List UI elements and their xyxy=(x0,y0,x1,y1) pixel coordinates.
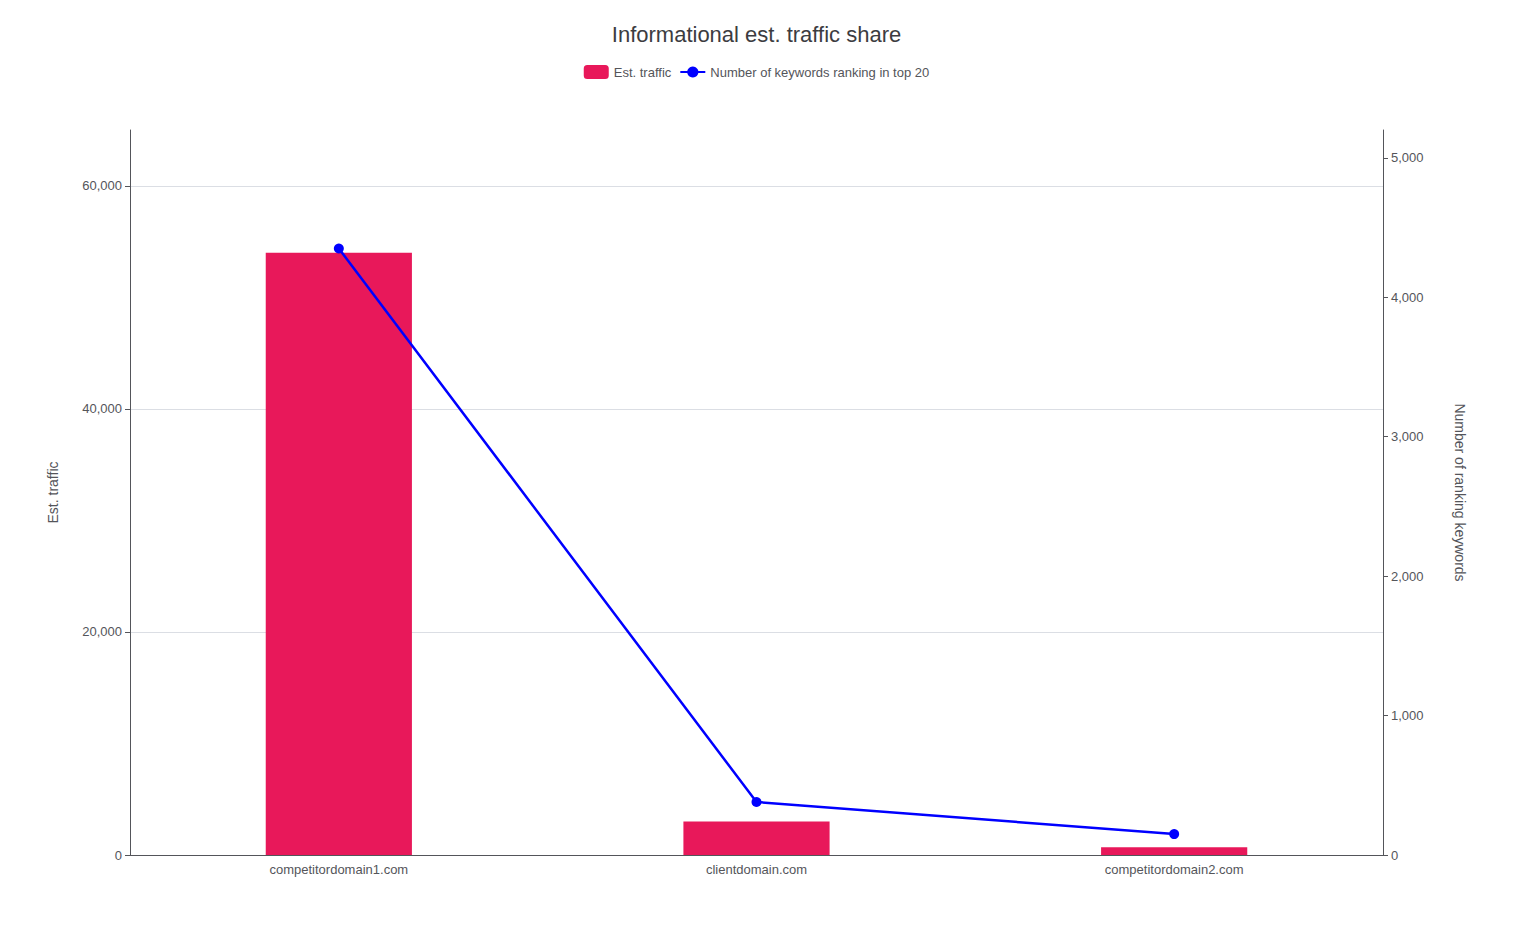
svg-text:2,000: 2,000 xyxy=(1391,569,1424,584)
svg-text:3,000: 3,000 xyxy=(1391,429,1424,444)
svg-text:Est. traffic: Est. traffic xyxy=(614,65,672,80)
svg-text:Number of keywords ranking in: Number of keywords ranking in top 20 xyxy=(710,65,929,80)
svg-text:Est. traffic: Est. traffic xyxy=(45,462,61,524)
svg-text:5,000: 5,000 xyxy=(1391,150,1424,165)
svg-text:20,000: 20,000 xyxy=(82,624,122,639)
svg-text:clientdomain.com: clientdomain.com xyxy=(706,862,807,877)
svg-text:0: 0 xyxy=(115,848,122,863)
svg-text:60,000: 60,000 xyxy=(82,178,122,193)
svg-text:Informational est. traffic sha: Informational est. traffic share xyxy=(612,22,901,47)
svg-text:competitordomain1.com: competitordomain1.com xyxy=(269,862,408,877)
svg-text:40,000: 40,000 xyxy=(82,401,122,416)
svg-text:competitordomain2.com: competitordomain2.com xyxy=(1105,862,1244,877)
svg-text:4,000: 4,000 xyxy=(1391,290,1424,305)
svg-text:Number of ranking keywords: Number of ranking keywords xyxy=(1452,403,1468,581)
svg-text:0: 0 xyxy=(1391,848,1398,863)
svg-text:1,000: 1,000 xyxy=(1391,708,1424,723)
